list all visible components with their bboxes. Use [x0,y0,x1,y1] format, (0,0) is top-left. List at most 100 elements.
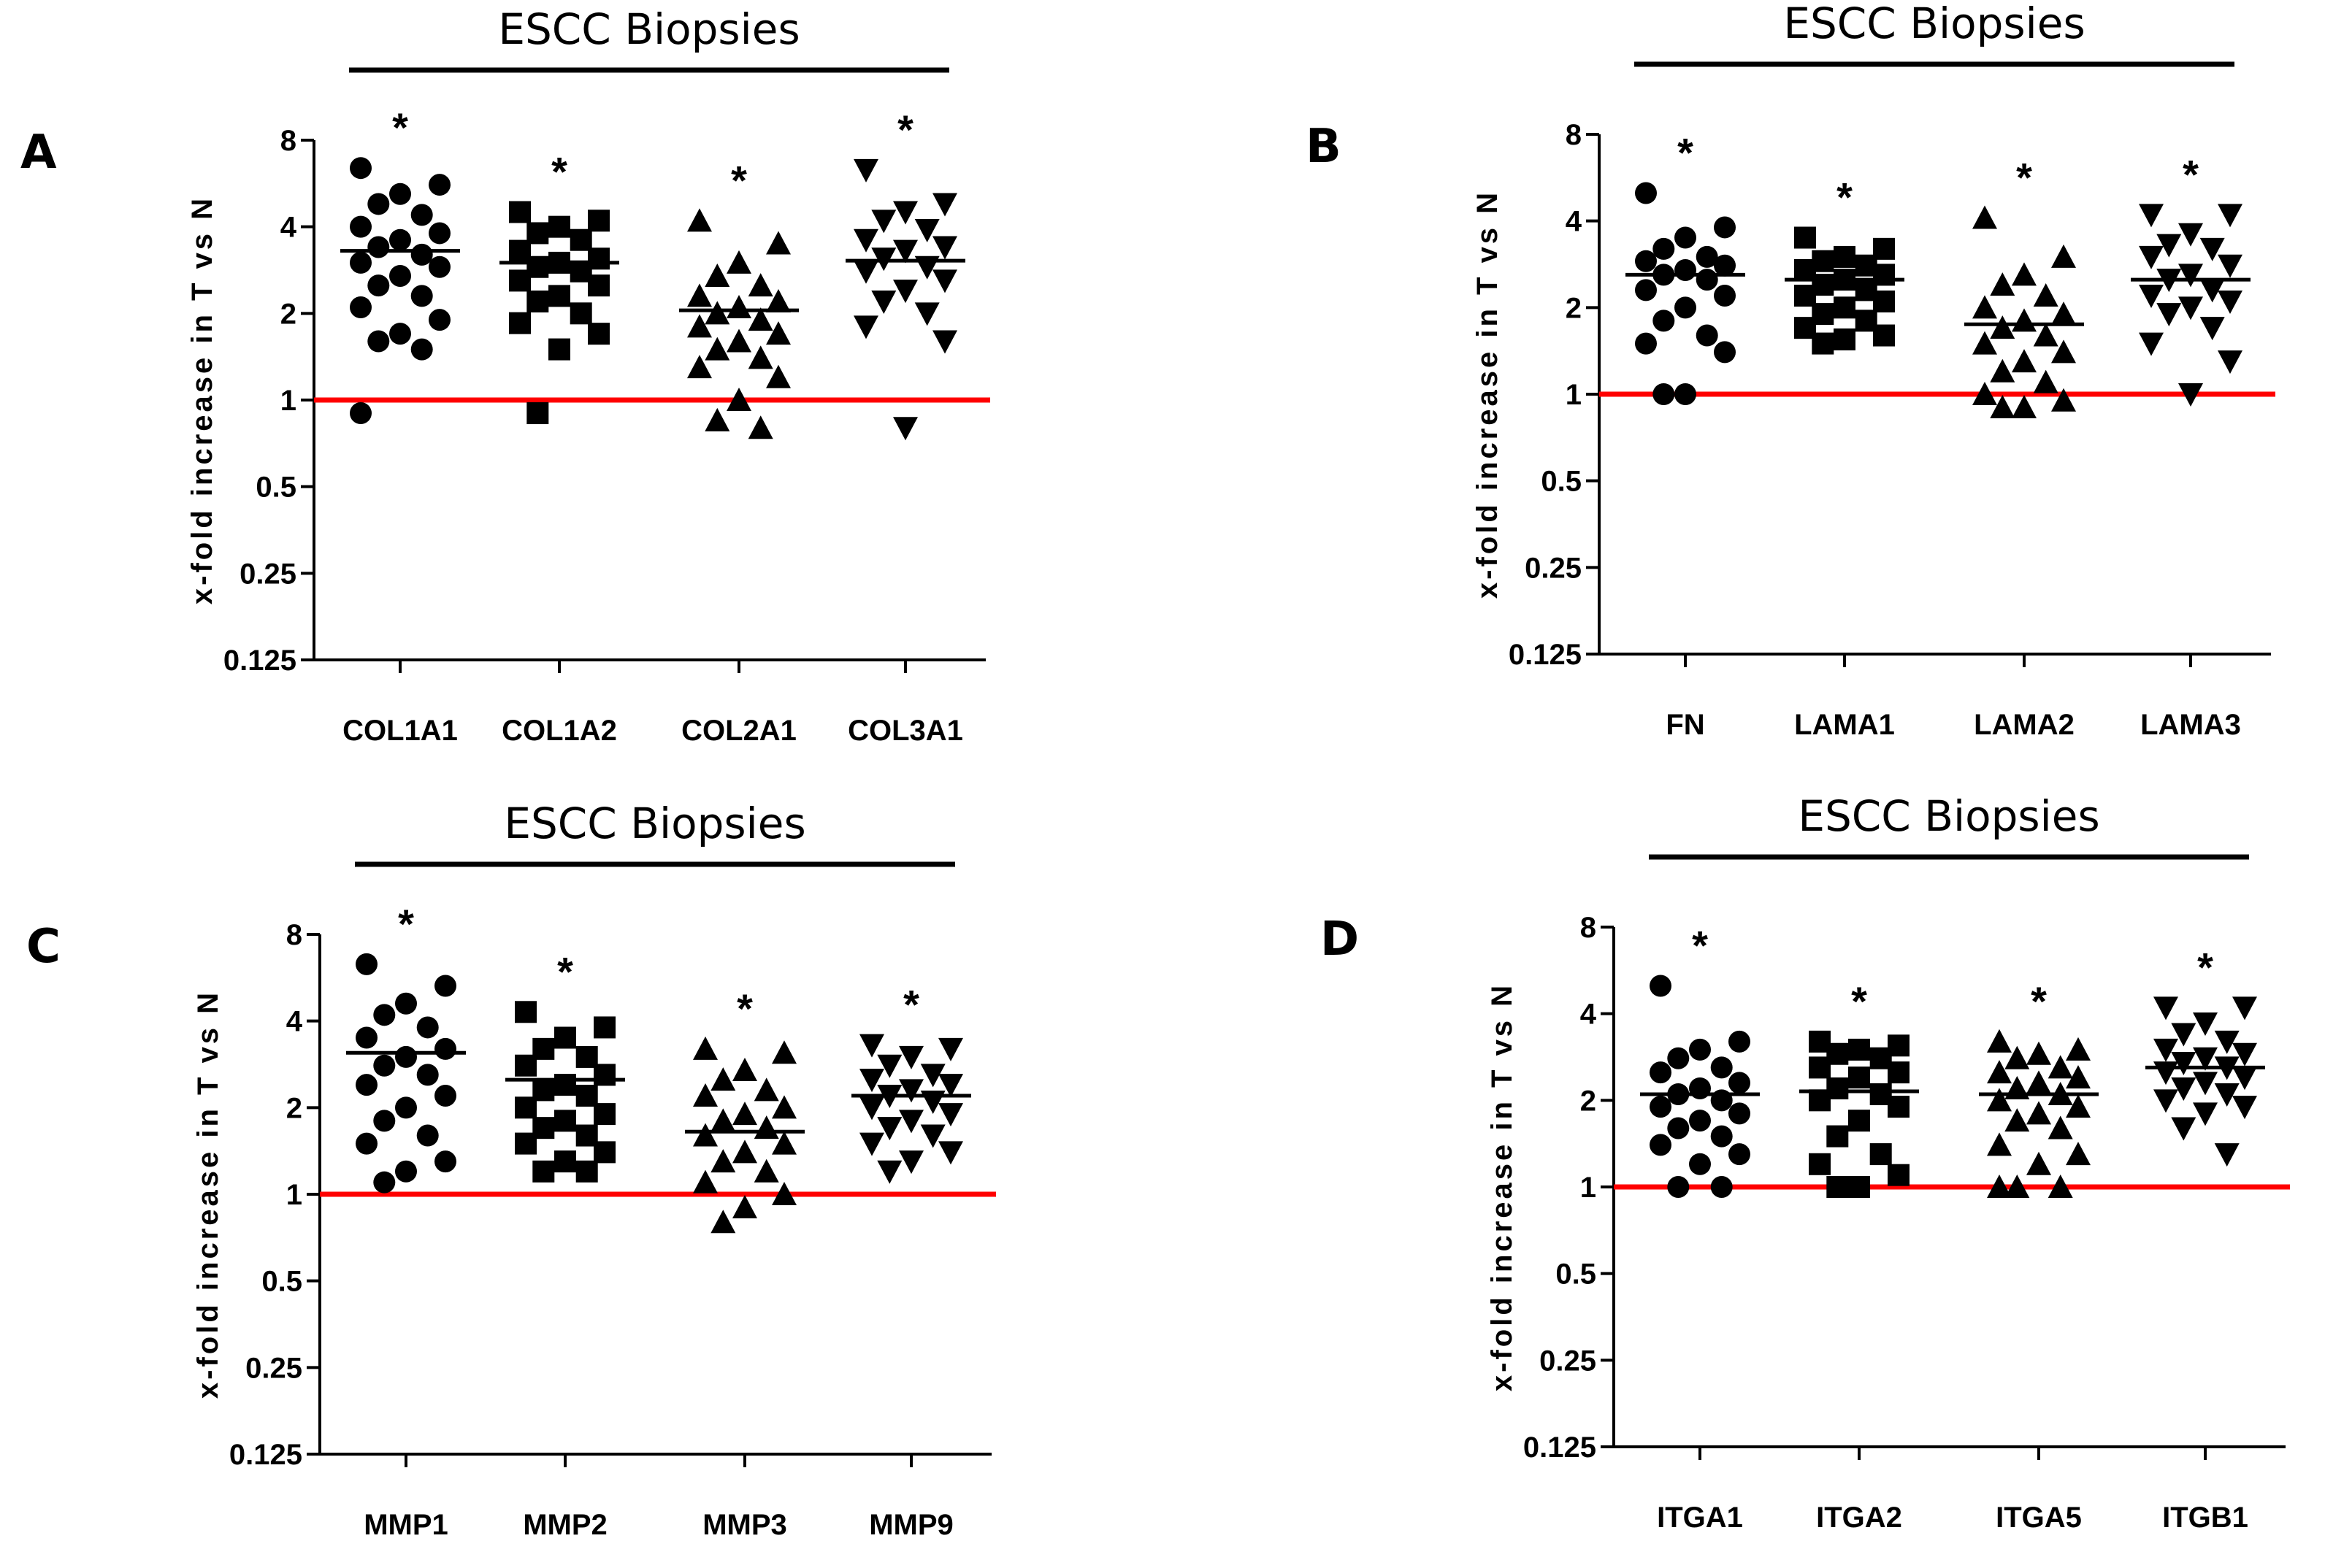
data-point [2193,1072,2218,1096]
y-tick-label: 0.25 [240,558,296,590]
data-point [594,1141,616,1164]
x-tick-label: MMP3 [702,1509,787,1541]
panel-title: ESCC Biopsies [1783,0,2085,48]
data-point [1714,254,1736,277]
data-point [1710,1176,1733,1198]
data-point [687,314,712,338]
data-point [373,1171,396,1194]
x-tick-label: FN [1666,709,1704,741]
data-point [1652,310,1675,332]
data-point [2051,244,2076,268]
data-point [2232,1096,2257,1120]
data-point [859,1132,884,1156]
data-point [1987,1060,2012,1084]
significance-mark: * [737,985,753,1031]
data-point [938,1037,963,1061]
data-point [1848,1067,1870,1089]
data-point [914,219,940,243]
data-point [2139,245,2164,269]
y-tick-label: 8 [1580,912,1596,944]
x-tick-label: ITGA5 [1996,1502,2082,1534]
y-tick-label: 0.125 [1509,639,1582,671]
data-point [2004,1045,2030,1069]
significance-mark: * [897,107,913,153]
data-point [727,388,751,411]
significance-mark: * [557,948,573,994]
data-point [526,402,549,425]
y-tick-label: 0.5 [1555,1258,1596,1291]
data-point [429,309,451,331]
y-axis-label: x-fold increase in T vs N [186,196,218,604]
data-point [1635,250,1657,272]
data-point [2232,1042,2257,1067]
data-point [2193,1012,2218,1037]
panel-label: B [1306,120,1341,174]
data-point [2048,1115,2073,1140]
data-point [710,1149,736,1173]
data-point [416,1016,439,1039]
data-point [2199,279,2225,303]
y-tick-label: 2 [1566,292,1582,324]
data-point [1635,182,1657,204]
panel-title: ESCC Biopsies [498,4,800,54]
data-point [914,302,940,326]
data-point [1710,1056,1733,1079]
data-point [509,312,531,334]
data-point [1812,332,1834,355]
y-tick-label: 0.25 [1539,1345,1596,1377]
data-point [705,407,730,431]
data-point [859,1034,884,1058]
y-axis-label: x-fold increase in T vs N [1486,983,1518,1391]
data-point [2048,1055,2073,1079]
y-tick-label: 0.25 [1525,552,1582,584]
data-point [1728,1072,1750,1094]
y-tick-label: 1 [1566,379,1582,411]
data-point [877,1117,903,1141]
data-point [548,338,570,361]
data-point [2033,369,2058,393]
data-point [2026,1070,2051,1094]
y-tick-label: 4 [286,1006,303,1038]
data-point [1652,237,1675,260]
data-point [710,1067,736,1091]
data-point [515,1001,537,1023]
data-point [2004,1108,2030,1132]
data-point [772,1040,797,1064]
data-point [575,1085,598,1107]
data-point [1674,258,1696,281]
data-point [754,1077,779,1102]
data-point [871,210,897,234]
data-point [859,1069,884,1093]
data-point [727,328,751,353]
data-point [356,953,378,975]
data-point [854,260,878,284]
data-point [754,1115,779,1140]
data-point [429,255,451,278]
panel-label: D [1320,912,1359,966]
data-point [877,1160,903,1184]
significance-mark: * [392,104,408,150]
data-point [732,1057,757,1081]
data-point [705,263,730,287]
data-point [754,1158,779,1183]
data-point [1689,1110,1711,1132]
y-axis-label: x-fold increase in T vs N [192,990,224,1399]
data-point [2139,204,2164,228]
data-point [1674,383,1696,405]
data-point [2153,996,2178,1021]
data-point [2218,350,2242,374]
data-point [1987,1132,2012,1156]
data-point [1714,216,1736,239]
data-point [515,1096,537,1119]
data-point [554,1026,576,1049]
significance-mark: * [2016,154,2032,200]
data-point [732,1140,757,1164]
data-point [1972,331,1997,355]
y-tick-label: 0.125 [229,1439,302,1471]
data-point [1888,1164,1910,1186]
y-tick-label: 1 [1580,1172,1596,1204]
data-point [693,1036,718,1060]
significance-mark: * [1692,922,1708,968]
data-point [1635,279,1657,301]
